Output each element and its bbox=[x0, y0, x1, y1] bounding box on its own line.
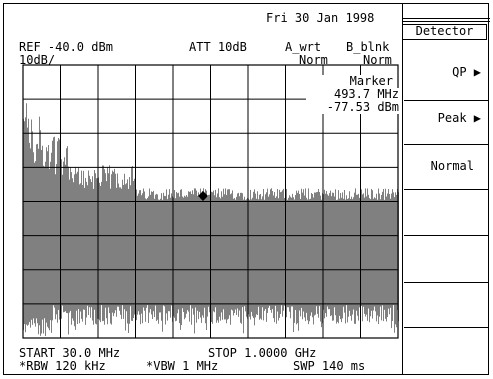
graticule-border bbox=[22, 64, 399, 339]
stop-frequency: STOP 1.0000 GHz bbox=[208, 346, 317, 360]
softkey-divider bbox=[404, 100, 488, 101]
rbw-setting: *RBW 120 kHz bbox=[19, 359, 106, 373]
softkey-peak[interactable]: Peak ▶ bbox=[404, 105, 487, 149]
vbw-setting: *VBW 1 MHz bbox=[146, 359, 219, 373]
softkey-divider bbox=[404, 282, 488, 283]
marker-frequency: 493.7 MHz bbox=[306, 88, 399, 101]
start-frequency: START 30.0 MHz bbox=[19, 346, 121, 360]
softkey-divider bbox=[402, 21, 490, 22]
trace-a-mode: Norm bbox=[299, 53, 328, 67]
softkey-4[interactable] bbox=[404, 191, 487, 235]
softkey-panel bbox=[402, 3, 489, 375]
softkey-divider bbox=[404, 189, 488, 190]
trace-b-readout: B_blnk bbox=[346, 40, 390, 54]
scale-readout: 10dB/ bbox=[19, 53, 56, 67]
softkey-peak-label: Peak ▶ bbox=[437, 111, 481, 125]
trace-b-mode: Norm bbox=[363, 53, 392, 67]
instrument-screen-frame bbox=[3, 3, 489, 375]
softkey-divider bbox=[404, 235, 488, 236]
softkey-normal-label: Normal bbox=[430, 159, 474, 173]
date-readout: Fri 30 Jan 1998 bbox=[266, 11, 375, 25]
softkey-5[interactable] bbox=[404, 237, 487, 281]
softkey-divider bbox=[402, 18, 490, 19]
softkey-divider bbox=[404, 144, 488, 145]
marker-diamond-icon bbox=[198, 191, 208, 201]
marker-label: Marker bbox=[306, 75, 393, 88]
softkey-divider bbox=[404, 327, 488, 328]
sweep-time: SWP 140 ms bbox=[293, 359, 366, 373]
softkey-menu-title: Detector bbox=[402, 24, 487, 40]
softkey-qp-label: QP ▶ bbox=[452, 65, 481, 79]
softkey-qp[interactable]: QP ▶ bbox=[404, 62, 487, 106]
attenuation-readout: ATT 10dB bbox=[189, 40, 247, 54]
marker-level: -77.53 dBm bbox=[306, 101, 399, 114]
trace-a-readout: A_wrt bbox=[285, 40, 322, 54]
softkey-6[interactable] bbox=[404, 284, 487, 328]
ref-level-readout: REF -40.0 dBm bbox=[19, 40, 113, 54]
softkey-normal[interactable]: Normal bbox=[404, 150, 487, 194]
